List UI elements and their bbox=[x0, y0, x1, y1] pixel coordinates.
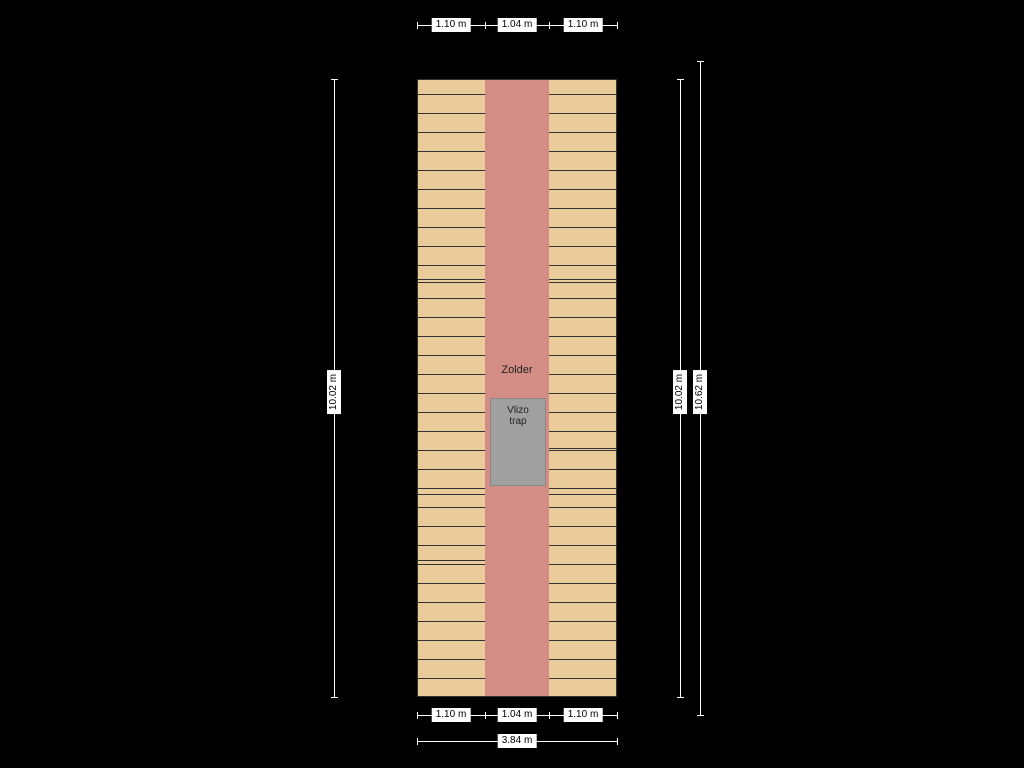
dim-tick bbox=[417, 712, 418, 719]
dim-tick bbox=[677, 697, 684, 698]
dim-tick bbox=[485, 22, 486, 29]
dim-tick bbox=[617, 712, 618, 719]
dim-tick bbox=[697, 61, 704, 62]
room-label-zolder: Zolder bbox=[501, 364, 532, 376]
dimension-label: 10.02 m bbox=[327, 370, 341, 414]
dimension-label: 1.10 m bbox=[432, 18, 471, 32]
dim-tick bbox=[331, 697, 338, 698]
dim-tick bbox=[697, 715, 704, 716]
dim-tick bbox=[331, 79, 338, 80]
vlizo-trap: Vlizotrap bbox=[490, 398, 546, 486]
hatch-label-line1: Vlizo bbox=[507, 405, 529, 416]
dim-tick bbox=[417, 22, 418, 29]
dimension-label: 1.10 m bbox=[564, 18, 603, 32]
dimension-label: 1.04 m bbox=[498, 708, 537, 722]
floorplan-canvas: Zolder Vlizotrap 1.10 m 1.04 m 1.10 m 1.10 m 1… bbox=[0, 0, 1024, 768]
dim-tick bbox=[417, 738, 418, 745]
dimension-label: 1.10 m bbox=[432, 708, 471, 722]
hatch-label-line2: trap bbox=[509, 416, 526, 427]
dimension-label: 10.62 m bbox=[693, 370, 707, 414]
dimension-label: 1.04 m bbox=[498, 18, 537, 32]
dimension-label: 10.02 m bbox=[673, 370, 687, 414]
dimension-label: 1.10 m bbox=[564, 708, 603, 722]
dim-tick bbox=[485, 712, 486, 719]
dim-tick bbox=[677, 79, 684, 80]
dim-tick bbox=[617, 738, 618, 745]
dimension-label: 3.84 m bbox=[498, 734, 537, 748]
dim-tick bbox=[617, 22, 618, 29]
plan-border bbox=[417, 79, 617, 697]
dim-tick bbox=[549, 712, 550, 719]
dim-tick bbox=[549, 22, 550, 29]
hatch-label: Vlizotrap bbox=[507, 405, 529, 427]
